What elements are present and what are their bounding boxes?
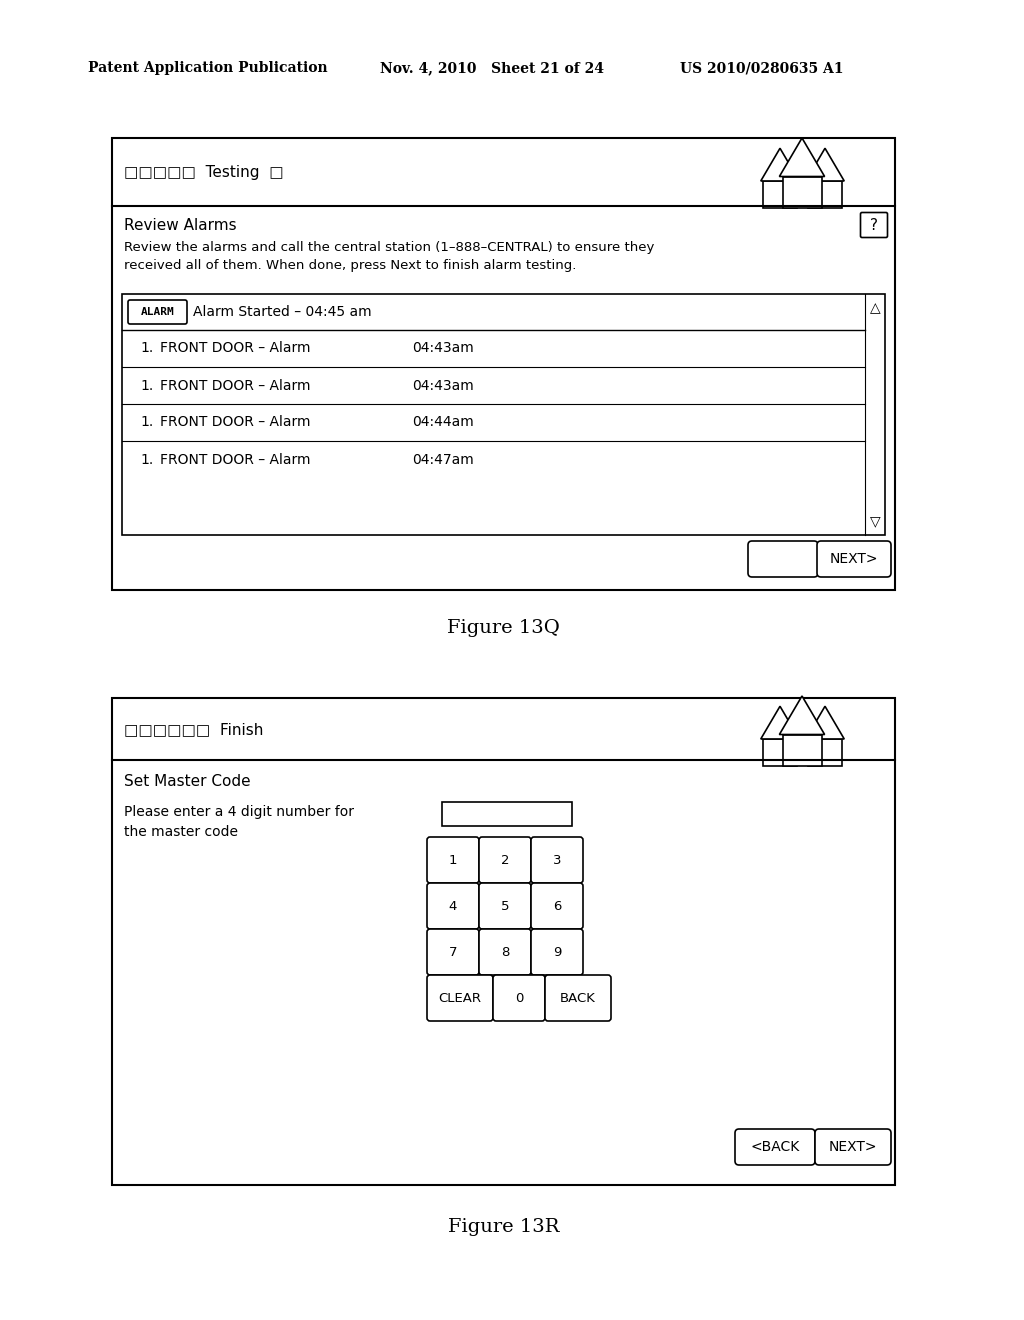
Text: 04:43am: 04:43am bbox=[412, 342, 474, 355]
Polygon shape bbox=[806, 148, 844, 181]
FancyBboxPatch shape bbox=[860, 213, 888, 238]
FancyBboxPatch shape bbox=[427, 883, 479, 929]
Text: Nov. 4, 2010   Sheet 21 of 24: Nov. 4, 2010 Sheet 21 of 24 bbox=[380, 61, 604, 75]
Text: 1: 1 bbox=[449, 854, 458, 866]
FancyBboxPatch shape bbox=[427, 929, 479, 975]
Text: FRONT DOOR – Alarm: FRONT DOOR – Alarm bbox=[160, 453, 310, 466]
FancyBboxPatch shape bbox=[531, 929, 583, 975]
Text: 2: 2 bbox=[501, 854, 509, 866]
Text: 04:44am: 04:44am bbox=[412, 416, 474, 429]
Text: 0: 0 bbox=[515, 991, 523, 1005]
Text: 04:47am: 04:47am bbox=[412, 453, 474, 466]
Text: US 2010/0280635 A1: US 2010/0280635 A1 bbox=[680, 61, 844, 75]
Text: Figure 13R: Figure 13R bbox=[447, 1218, 559, 1236]
Text: □□□□□  Testing  □: □□□□□ Testing □ bbox=[124, 165, 284, 180]
Text: NEXT>: NEXT> bbox=[829, 552, 879, 566]
Text: ALARM: ALARM bbox=[140, 308, 174, 317]
Text: Review Alarms: Review Alarms bbox=[124, 219, 237, 234]
FancyBboxPatch shape bbox=[479, 837, 531, 883]
Text: ▽: ▽ bbox=[869, 513, 881, 528]
FancyBboxPatch shape bbox=[815, 1129, 891, 1166]
FancyBboxPatch shape bbox=[479, 883, 531, 929]
Polygon shape bbox=[761, 148, 799, 181]
Text: Alarm Started – 04:45 am: Alarm Started – 04:45 am bbox=[193, 305, 372, 319]
Bar bbox=[764, 739, 797, 766]
Text: <BACK: <BACK bbox=[751, 1140, 800, 1154]
FancyBboxPatch shape bbox=[427, 837, 479, 883]
Text: FRONT DOOR – Alarm: FRONT DOOR – Alarm bbox=[160, 379, 310, 392]
FancyBboxPatch shape bbox=[735, 1129, 815, 1166]
Text: 1.: 1. bbox=[140, 416, 154, 429]
Text: Set Master Code: Set Master Code bbox=[124, 775, 251, 789]
Text: 5: 5 bbox=[501, 899, 509, 912]
FancyBboxPatch shape bbox=[128, 300, 187, 323]
Text: FRONT DOOR – Alarm: FRONT DOOR – Alarm bbox=[160, 416, 310, 429]
Text: 6: 6 bbox=[553, 899, 561, 912]
Text: CLEAR: CLEAR bbox=[438, 991, 481, 1005]
Text: 4: 4 bbox=[449, 899, 457, 912]
Bar bbox=[764, 181, 797, 207]
Text: 04:43am: 04:43am bbox=[412, 379, 474, 392]
Text: 7: 7 bbox=[449, 945, 458, 958]
Text: the master code: the master code bbox=[124, 825, 238, 840]
Text: received all of them. When done, press Next to finish alarm testing.: received all of them. When done, press N… bbox=[124, 260, 577, 272]
Text: 1.: 1. bbox=[140, 379, 154, 392]
FancyBboxPatch shape bbox=[748, 541, 818, 577]
FancyBboxPatch shape bbox=[479, 929, 531, 975]
FancyBboxPatch shape bbox=[531, 883, 583, 929]
FancyBboxPatch shape bbox=[817, 541, 891, 577]
FancyBboxPatch shape bbox=[493, 975, 545, 1020]
Bar bbox=[122, 294, 885, 535]
Text: Patent Application Publication: Patent Application Publication bbox=[88, 61, 328, 75]
Bar bbox=[808, 181, 842, 207]
Text: 3: 3 bbox=[553, 854, 561, 866]
Text: 8: 8 bbox=[501, 945, 509, 958]
Text: Figure 13Q: Figure 13Q bbox=[447, 619, 560, 638]
FancyBboxPatch shape bbox=[531, 837, 583, 883]
Text: 9: 9 bbox=[553, 945, 561, 958]
Text: FRONT DOOR – Alarm: FRONT DOOR – Alarm bbox=[160, 342, 310, 355]
Text: 1.: 1. bbox=[140, 453, 154, 466]
Text: NEXT>: NEXT> bbox=[828, 1140, 878, 1154]
Bar bbox=[442, 803, 572, 826]
Bar bbox=[112, 698, 895, 1185]
Polygon shape bbox=[761, 706, 799, 739]
Bar bbox=[782, 734, 821, 766]
Text: 1.: 1. bbox=[140, 342, 154, 355]
Polygon shape bbox=[806, 706, 844, 739]
Text: Review the alarms and call the central station (1–888–CENTRAL) to ensure they: Review the alarms and call the central s… bbox=[124, 242, 654, 255]
Polygon shape bbox=[779, 139, 824, 177]
Text: BACK: BACK bbox=[560, 991, 596, 1005]
Text: △: △ bbox=[869, 301, 881, 315]
Text: Please enter a 4 digit number for: Please enter a 4 digit number for bbox=[124, 805, 354, 818]
FancyBboxPatch shape bbox=[545, 975, 611, 1020]
Text: ?: ? bbox=[870, 218, 878, 232]
Polygon shape bbox=[779, 696, 824, 734]
FancyBboxPatch shape bbox=[427, 975, 493, 1020]
Text: □□□□□□  Finish: □□□□□□ Finish bbox=[124, 722, 263, 738]
Bar bbox=[808, 739, 842, 766]
Bar bbox=[782, 177, 821, 209]
Bar bbox=[112, 139, 895, 590]
